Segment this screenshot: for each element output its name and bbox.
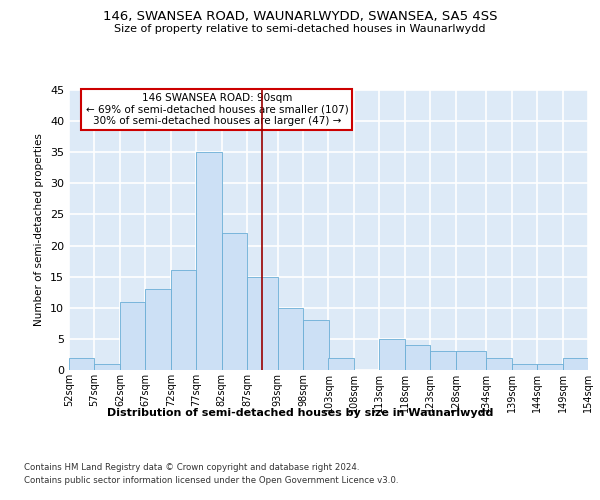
Bar (278, 308, 303, 370)
Bar (221, 233, 247, 370)
Bar (512, 364, 537, 370)
Bar (430, 352, 456, 370)
Bar (563, 358, 588, 370)
Text: Contains HM Land Registry data © Crown copyright and database right 2024.: Contains HM Land Registry data © Crown c… (24, 462, 359, 471)
Bar (94, 364, 120, 370)
Bar (486, 358, 512, 370)
Bar (379, 339, 405, 370)
Bar (145, 289, 171, 370)
Bar (171, 270, 196, 370)
Bar (303, 320, 329, 370)
Text: 146 SWANSEA ROAD: 90sqm
← 69% of semi-detached houses are smaller (107)
30% of s: 146 SWANSEA ROAD: 90sqm ← 69% of semi-de… (86, 93, 348, 126)
Text: 146, SWANSEA ROAD, WAUNARLWYDD, SWANSEA, SA5 4SS: 146, SWANSEA ROAD, WAUNARLWYDD, SWANSEA,… (103, 10, 497, 23)
Bar (196, 152, 221, 370)
Bar (456, 352, 486, 370)
Bar (405, 345, 430, 370)
Text: Distribution of semi-detached houses by size in Waunarlwydd: Distribution of semi-detached houses by … (107, 408, 493, 418)
Bar (120, 302, 145, 370)
Bar (69, 358, 94, 370)
Bar (537, 364, 563, 370)
Bar (247, 276, 278, 370)
Bar (329, 358, 354, 370)
Y-axis label: Number of semi-detached properties: Number of semi-detached properties (34, 134, 44, 326)
Text: Contains public sector information licensed under the Open Government Licence v3: Contains public sector information licen… (24, 476, 398, 485)
Text: Size of property relative to semi-detached houses in Waunarlwydd: Size of property relative to semi-detach… (114, 24, 486, 34)
